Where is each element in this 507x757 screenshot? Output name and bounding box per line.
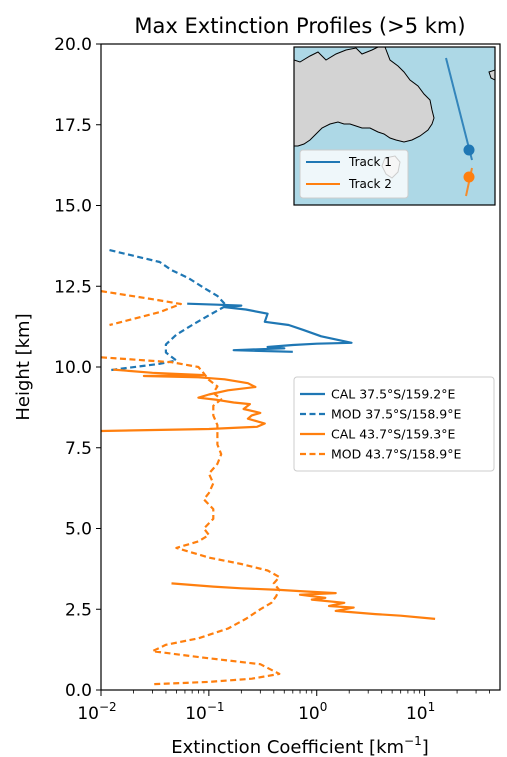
- inset-legend-track-2-label: Track 2: [348, 177, 392, 191]
- x-tick-label-1: 10−1: [185, 700, 224, 724]
- series-line-0: [187, 302, 353, 353]
- x-axis-label: Extinction Coefficient [km−1]: [171, 734, 429, 757]
- series-line-4: [101, 356, 281, 686]
- legend-label-3: MOD 43.7°S/158.9°E: [331, 447, 461, 462]
- legend: CAL 37.5°S/159.2°E MOD 37.5°S/158.9°E CAL …: [293, 376, 495, 472]
- legend-label-0: CAL 37.5°S/159.2°E: [331, 387, 455, 402]
- series-line-1: [109, 249, 228, 372]
- y-tick-label-0: 0.0: [65, 681, 92, 701]
- legend-box: [293, 376, 495, 472]
- series-line-5: [171, 582, 436, 620]
- series-line-3: [101, 290, 182, 327]
- legend-label-1: MOD 37.5°S/158.9°E: [331, 407, 461, 422]
- y-tick-label-8: 20.0: [54, 35, 92, 55]
- inset-track-1-line: [445, 57, 473, 161]
- y-tick-label-1: 2.5: [65, 600, 92, 620]
- inset-frame: [293, 46, 496, 206]
- x-tick-label-3: 101: [406, 700, 435, 724]
- inset-track-1-marker: [463, 144, 475, 156]
- inset-map: Track 1 Track 2: [293, 46, 496, 206]
- x-tick-label-0: 10−2: [77, 700, 116, 724]
- x-axis: 10−2 10−1 100 101: [77, 690, 490, 724]
- series-line-2: [101, 368, 266, 433]
- inset-land-islet: [488, 69, 495, 81]
- inset-track-2-marker: [463, 171, 475, 183]
- inset-legend-track-1-label: Track 1: [348, 155, 392, 169]
- y-tick-label-4: 10.0: [54, 358, 92, 378]
- series-layer: [101, 249, 436, 686]
- x-axis-label-end: ]: [422, 737, 429, 757]
- legend-label-2: CAL 43.7°S/159.3°E: [331, 427, 455, 442]
- y-axis-label: Height [km]: [13, 313, 34, 420]
- y-tick-label-5: 12.5: [54, 277, 92, 297]
- inset-legend: Track 1 Track 2: [299, 149, 409, 199]
- inset-land-mainland: [294, 47, 435, 147]
- chart-title: Max Extinction Profiles (>5 km): [134, 14, 465, 38]
- x-axis-label-exponent: −1: [404, 734, 422, 748]
- y-tick-label-3: 7.5: [65, 439, 92, 459]
- y-axis: 0.0 2.5 5.0 7.5 10.0 12.5 15.0 17.5 20.0: [54, 35, 101, 701]
- x-tick-label-2: 100: [298, 700, 327, 724]
- y-tick-label-7: 17.5: [54, 116, 92, 136]
- x-axis-label-main: Extinction Coefficient [km: [171, 737, 404, 757]
- y-tick-label-6: 15.0: [54, 197, 92, 217]
- y-tick-label-2: 5.0: [65, 520, 92, 540]
